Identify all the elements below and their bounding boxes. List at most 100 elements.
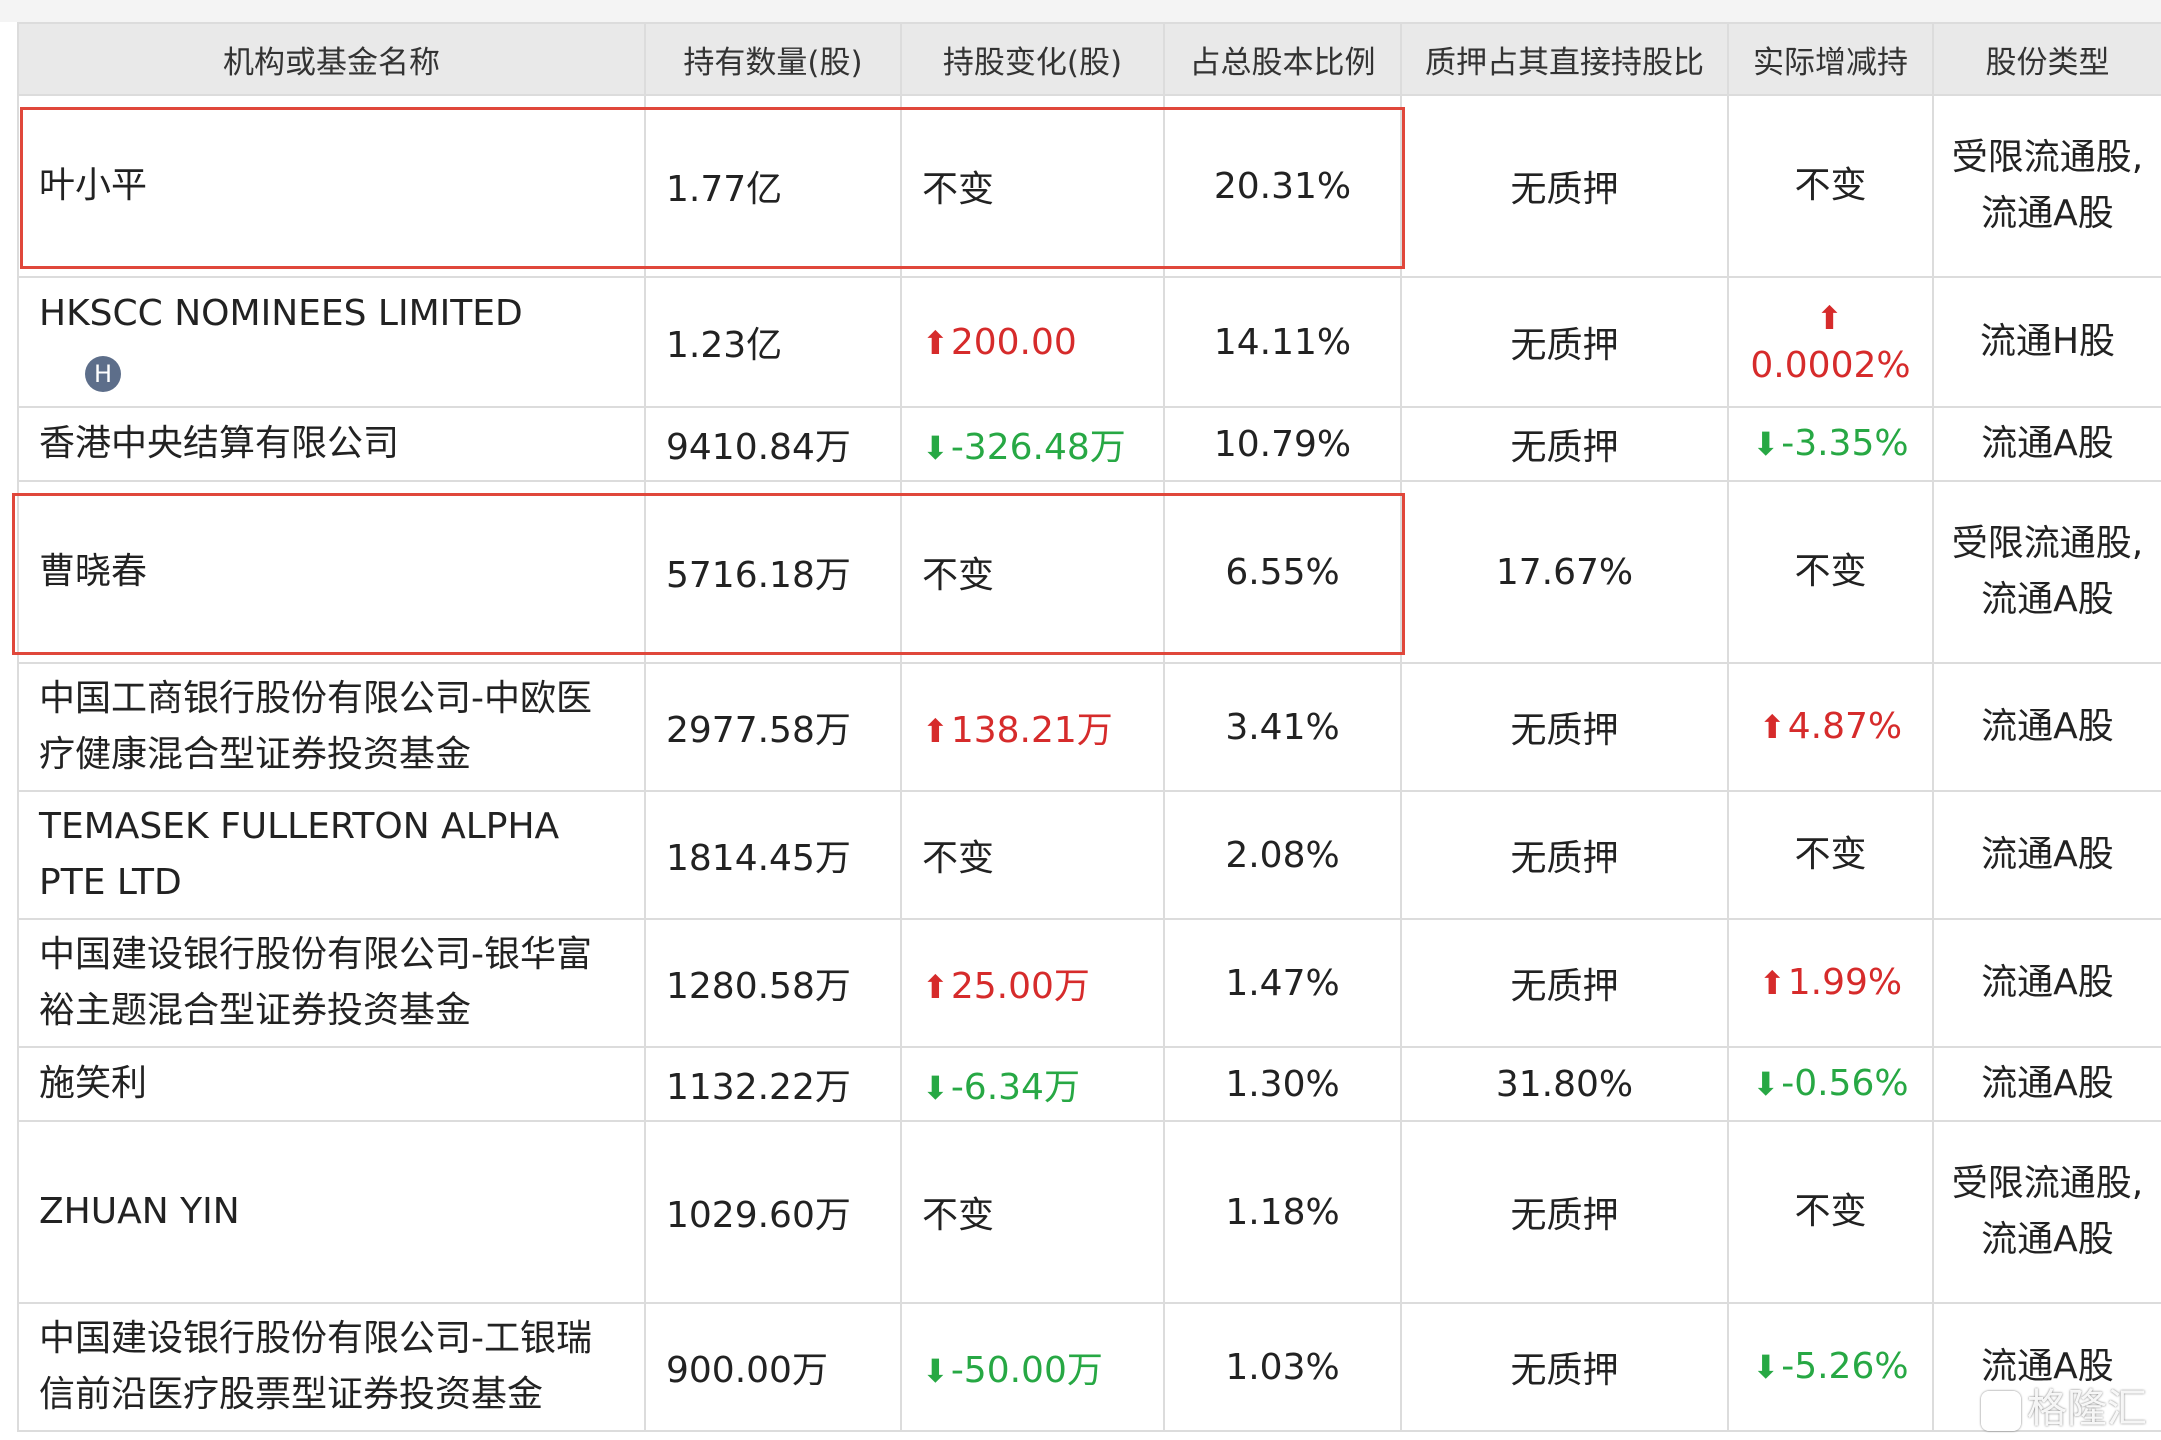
pledge-ratio: 无质押 xyxy=(1400,790,1729,920)
actual-change: 不变 xyxy=(1727,1120,1934,1304)
header-name[interactable]: 机构或基金名称 xyxy=(17,22,646,96)
holding-change: ⬆138.21万 xyxy=(900,662,1165,792)
holding-amount: 9410.84万 xyxy=(644,406,902,482)
share-ratio: 6.55% xyxy=(1163,480,1402,664)
pledge-ratio: 无质押 xyxy=(1400,662,1729,792)
holder-name-cell: 曹晓春 xyxy=(17,480,646,664)
share-type: 流通H股 xyxy=(1932,276,2161,408)
share-type: 流通A股 xyxy=(1932,662,2161,792)
header-actual[interactable]: 实际增减持 xyxy=(1727,22,1934,96)
header-change[interactable]: 持股变化(股) xyxy=(900,22,1165,96)
actual-change: ⬆4.87% xyxy=(1727,662,1934,792)
holder-name-cell: ZHUAN YIN xyxy=(17,1120,646,1304)
share-ratio: 1.30% xyxy=(1163,1046,1402,1122)
table-row[interactable]: 中国建设银行股份有限公司-工银瑞信前沿医疗股票型证券投资基金 900.00万 ⬇-5… xyxy=(17,1302,2161,1432)
header-ratio[interactable]: 占总股本比例 xyxy=(1163,22,1402,96)
holding-change: ⬇-6.34万 xyxy=(900,1046,1165,1122)
actual-change: ⬇-3.35% xyxy=(1727,406,1934,482)
holding-change-value: 138.21万 xyxy=(950,710,1113,751)
holding-amount: 1.23亿 xyxy=(644,276,902,408)
table-row[interactable]: ZHUAN YIN 1029.60万 不变 1.18% 无质押 不变 受限流通股,流通A股 xyxy=(17,1120,2161,1304)
down-arrow-icon: ⬇ xyxy=(1752,1348,1780,1386)
pledge-ratio: 无质押 xyxy=(1400,276,1729,408)
down-arrow-icon: ⬇ xyxy=(922,1352,949,1390)
pledge-ratio: 无质押 xyxy=(1400,1120,1729,1304)
share-ratio: 1.47% xyxy=(1163,918,1402,1048)
top-strip xyxy=(0,0,2161,22)
actual-change: 不变 xyxy=(1727,480,1934,664)
holding-change: 不变 xyxy=(900,480,1165,664)
holding-amount: 1814.45万 xyxy=(644,790,902,920)
holding-change-value: 25.00万 xyxy=(950,966,1090,1007)
share-ratio: 2.08% xyxy=(1163,790,1402,920)
up-arrow-icon: ⬆ xyxy=(922,323,949,362)
table-row[interactable]: 叶小平 1.77亿 不变 20.31% 无质押 不变 受限流通股,流通A股 xyxy=(17,94,2161,278)
actual-change: 不变 xyxy=(1727,790,1934,920)
holding-amount: 1132.22万 xyxy=(644,1046,902,1122)
share-ratio: 3.41% xyxy=(1163,662,1402,792)
holding-change: ⬆200.00 xyxy=(900,276,1165,408)
share-type: 受限流通股,流通A股 xyxy=(1932,1120,2161,1304)
holding-change: ⬇-326.48万 xyxy=(900,406,1165,482)
holding-amount: 5716.18万 xyxy=(644,480,902,664)
holder-name-cell: 施笑利 xyxy=(17,1046,646,1122)
share-ratio: 14.11% xyxy=(1163,276,1402,408)
up-arrow-icon: ⬆ xyxy=(1816,299,1843,337)
actual-change: ⬇-0.56% xyxy=(1727,1046,1934,1122)
actual-change: ⬆ 0.0002% xyxy=(1727,276,1934,408)
table-row[interactable]: 曹晓春 5716.18万 不变 6.55% 17.67% 不变 受限流通股,流通A股 xyxy=(17,480,2161,664)
actual-change-value: -0.56% xyxy=(1781,1063,1909,1104)
up-arrow-icon: ⬆ xyxy=(922,712,949,750)
holder-name-cell: 中国建设银行股份有限公司-工银瑞信前沿医疗股票型证券投资基金 xyxy=(17,1302,646,1432)
up-arrow-icon: ⬆ xyxy=(1758,964,1786,1002)
holder-name-cell: 中国建设银行股份有限公司-银华富裕主题混合型证券投资基金 xyxy=(17,918,646,1048)
header-type[interactable]: 股份类型 xyxy=(1932,22,2161,96)
holder-name: 香港中央结算有限公司 xyxy=(39,423,400,464)
holder-name-cell: 中国工商银行股份有限公司-中欧医疗健康混合型证券投资基金 xyxy=(17,662,646,792)
share-ratio: 20.31% xyxy=(1163,94,1402,278)
actual-change-value: 不变 xyxy=(1794,834,1867,875)
holding-amount: 2977.58万 xyxy=(644,662,902,792)
table-row[interactable]: HKSCC NOMINEES LIMITED H 1.23亿 ⬆200.00 14.11… xyxy=(17,276,2161,408)
holder-name: 中国建设银行股份有限公司-银华富裕主题混合型证券投资基金 xyxy=(39,934,592,1031)
actual-change: 不变 xyxy=(1727,94,1934,278)
actual-change-value: 1.99% xyxy=(1787,962,1903,1003)
share-type: 流通A股 xyxy=(1932,1302,2161,1432)
table-row[interactable]: 中国工商银行股份有限公司-中欧医疗健康混合型证券投资基金 2977.58万 ⬆138… xyxy=(17,662,2161,792)
share-type: 受限流通股,流通A股 xyxy=(1932,94,2161,278)
watermark-logo: 格隆汇 xyxy=(1981,1376,2147,1434)
holding-change-value: -50.00万 xyxy=(950,1350,1103,1391)
header-pledge[interactable]: 质押占其直接持股比 xyxy=(1400,22,1729,96)
holding-change-value: 不变 xyxy=(922,169,995,210)
actual-change-value: 4.87% xyxy=(1787,706,1903,747)
actual-change-value: 0.0002% xyxy=(1750,345,1911,386)
holder-name-cell: 香港中央结算有限公司 xyxy=(17,406,646,482)
share-type: 流通A股 xyxy=(1932,790,2161,920)
holding-amount: 900.00万 xyxy=(644,1302,902,1432)
table-row[interactable]: TEMASEK FULLERTON ALPHA PTE LTD 1814.45万不… xyxy=(17,790,2161,920)
down-arrow-icon: ⬇ xyxy=(1752,1065,1780,1103)
table-row[interactable]: 中国建设银行股份有限公司-银华富裕主题混合型证券投资基金 1280.58万 ⬆25.… xyxy=(17,918,2161,1048)
holding-change-value: 200.00 xyxy=(950,321,1077,363)
holder-name: 中国建设银行股份有限公司-工银瑞信前沿医疗股票型证券投资基金 xyxy=(39,1318,592,1415)
actual-change-value: -3.35% xyxy=(1781,423,1909,464)
pledge-ratio: 无质押 xyxy=(1400,1302,1729,1432)
share-ratio: 1.03% xyxy=(1163,1302,1402,1432)
holding-change: 不变 xyxy=(900,790,1165,920)
holder-name: TEMASEK FULLERTON ALPHA PTE LTD xyxy=(39,806,560,903)
share-type: 受限流通股,流通A股 xyxy=(1932,480,2161,664)
hk-badge-icon[interactable]: H xyxy=(85,356,121,392)
actual-change-value: 不变 xyxy=(1794,551,1867,592)
share-type: 流通A股 xyxy=(1932,918,2161,1048)
actual-change-value: -5.26% xyxy=(1781,1346,1909,1387)
table-row[interactable]: 施笑利 1132.22万 ⬇-6.34万 1.30% 31.80% ⬇-0.56% 流通A股 xyxy=(17,1046,2161,1122)
holder-name: 中国工商银行股份有限公司-中欧医疗健康混合型证券投资基金 xyxy=(39,678,592,775)
holder-name: HKSCC NOMINEES LIMITED xyxy=(39,293,523,334)
holding-change: 不变 xyxy=(900,1120,1165,1304)
header-holding[interactable]: 持有数量(股) xyxy=(644,22,902,96)
pledge-ratio: 无质押 xyxy=(1400,918,1729,1048)
holding-change: 不变 xyxy=(900,94,1165,278)
holder-name: 叶小平 xyxy=(39,165,148,206)
table-row[interactable]: 香港中央结算有限公司 9410.84万 ⬇-326.48万 10.79% 无质押 ⬇-3.… xyxy=(17,406,2161,482)
